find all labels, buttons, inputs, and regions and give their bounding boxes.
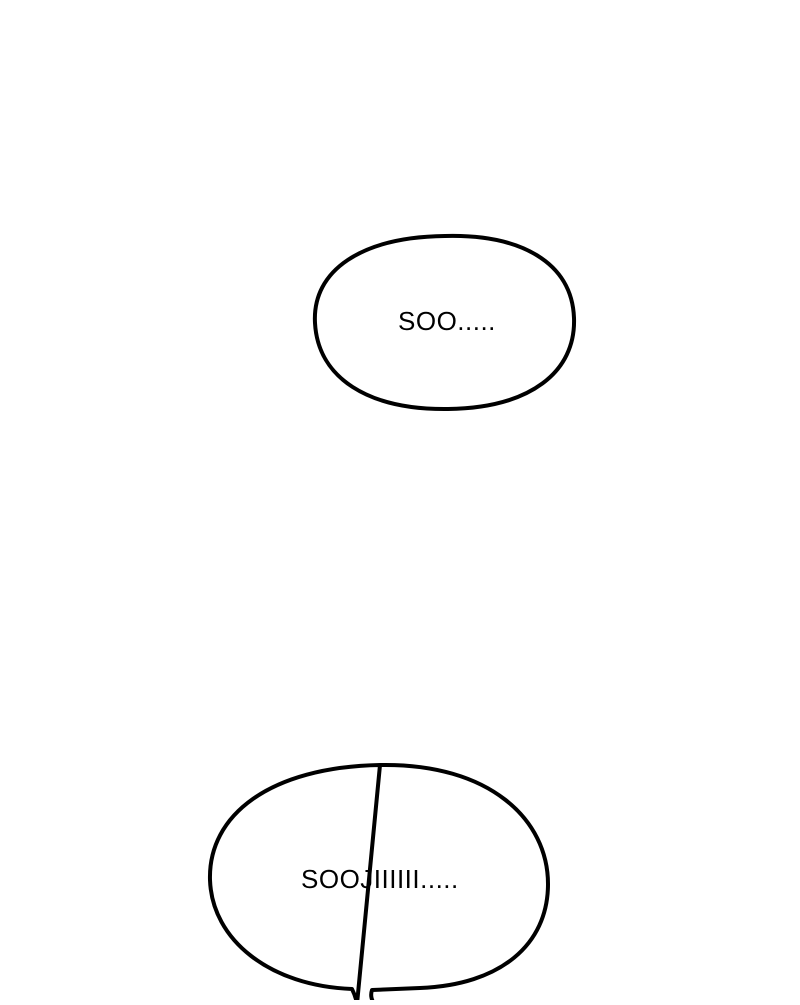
speech-bubble-1-outline [312, 233, 577, 412]
speech-bubble-2-text: SOOJIIIIII..... [301, 864, 459, 894]
speech-bubble-1-text: SOO..... [398, 306, 496, 336]
speech-bubble-2-outline [207, 762, 550, 1005]
